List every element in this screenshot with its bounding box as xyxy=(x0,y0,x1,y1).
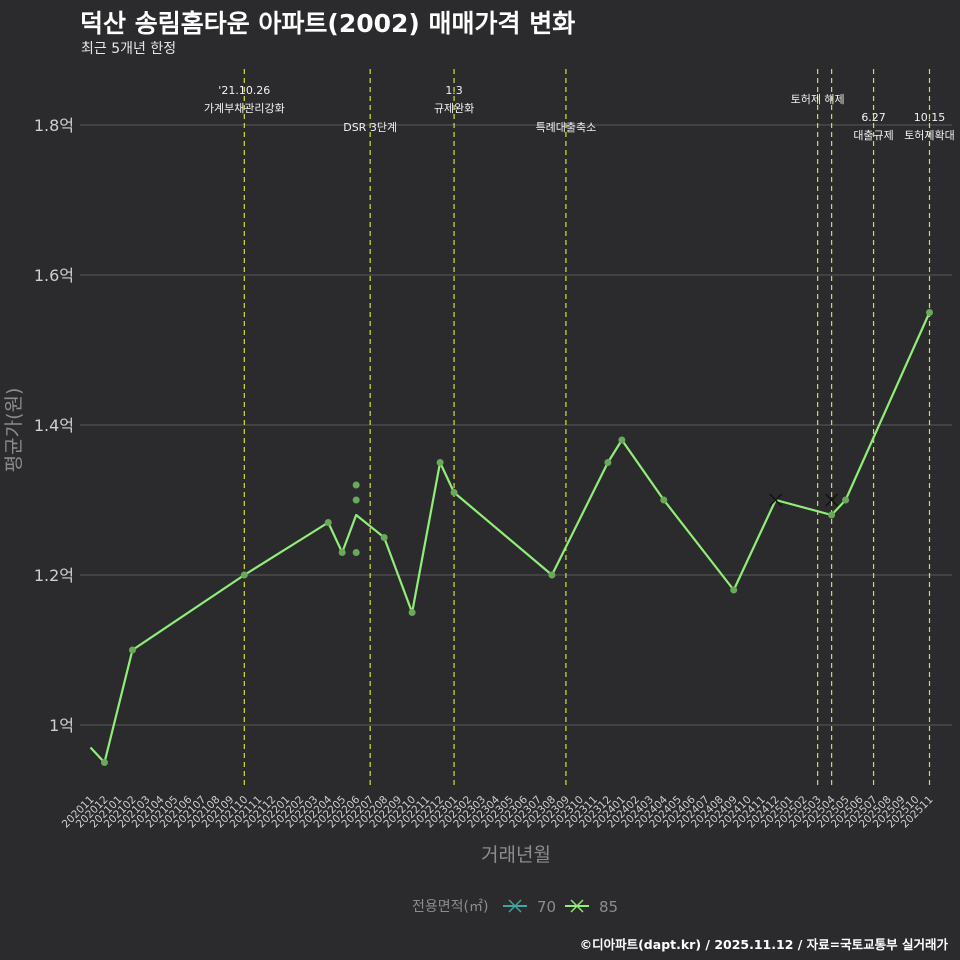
data-point xyxy=(450,489,458,496)
source-caption: ©디아파트(dapt.kr) / 2025.11.12 / 자료=국토교통부 실… xyxy=(579,937,948,952)
cross-marker-stroke xyxy=(825,493,839,507)
y-tick-label: 1.2억 xyxy=(34,566,74,585)
axis-layer: 1억1.2억1.4억1.6억1.8억2020112020122021012021… xyxy=(3,116,936,866)
data-point xyxy=(660,496,668,504)
data-point xyxy=(352,481,360,489)
legend-label: 85 xyxy=(599,898,618,916)
data-point xyxy=(828,511,836,519)
event-label: '21.10.26 xyxy=(218,84,270,97)
event-label: 10.15 xyxy=(914,111,946,124)
y-tick-label: 1.8억 xyxy=(34,116,74,135)
data-point xyxy=(240,571,248,579)
y-tick-label: 1억 xyxy=(49,716,74,735)
grid-layer xyxy=(80,124,952,726)
data-point xyxy=(618,436,626,444)
event-label: 토허제확대 xyxy=(904,129,955,142)
cross-marker-stroke xyxy=(769,493,783,507)
event-label: 가계부채관리강화 xyxy=(204,102,285,115)
data-point xyxy=(128,646,136,654)
legend-swatch-cross xyxy=(508,899,522,913)
series-layer xyxy=(89,309,933,766)
y-tick-label: 1.4억 xyxy=(34,416,74,435)
event-label: 규제완화 xyxy=(434,102,474,115)
data-point xyxy=(380,534,388,541)
data-point xyxy=(352,549,360,556)
data-point xyxy=(324,519,332,526)
data-point xyxy=(100,759,108,766)
data-point xyxy=(604,459,612,466)
legend-item-85: 85 xyxy=(565,898,618,916)
data-point xyxy=(408,609,416,616)
data-point xyxy=(926,309,933,316)
event-label: 특례대출축소 xyxy=(536,121,597,134)
event-label: 토허제 해제 xyxy=(791,92,845,106)
data-point xyxy=(352,496,360,504)
event-label: 대출규제 xyxy=(853,129,893,142)
cross-marker xyxy=(825,493,839,507)
legend-title: 전용면적(㎡) xyxy=(412,899,488,915)
series-line-85 xyxy=(89,312,931,764)
chart-subtitle: 최근 5개년 한정 xyxy=(81,41,177,57)
chart-title: 덕산 송림홈타운 아파트(2002) 매매가격 변화 xyxy=(80,9,576,38)
event-label: 1.3 xyxy=(445,84,463,97)
legend-label: 70 xyxy=(537,898,556,916)
legend-layer: 전용면적(㎡) 70 85 xyxy=(412,898,618,916)
event-label: DSR 3단계 xyxy=(343,121,397,134)
data-point xyxy=(730,586,738,594)
data-point xyxy=(338,549,346,556)
data-point xyxy=(436,459,444,466)
y-tick-label: 1.6억 xyxy=(34,266,74,285)
legend-item-70: 70 xyxy=(503,898,556,916)
legend-swatch-cross xyxy=(570,899,584,913)
data-point xyxy=(842,496,850,504)
data-point xyxy=(548,571,556,579)
event-label: 6.27 xyxy=(861,111,886,124)
x-axis-title: 거래년월 xyxy=(481,844,551,866)
cross-marker xyxy=(769,493,783,507)
y-axis-title: 평균가(원) xyxy=(3,388,25,473)
